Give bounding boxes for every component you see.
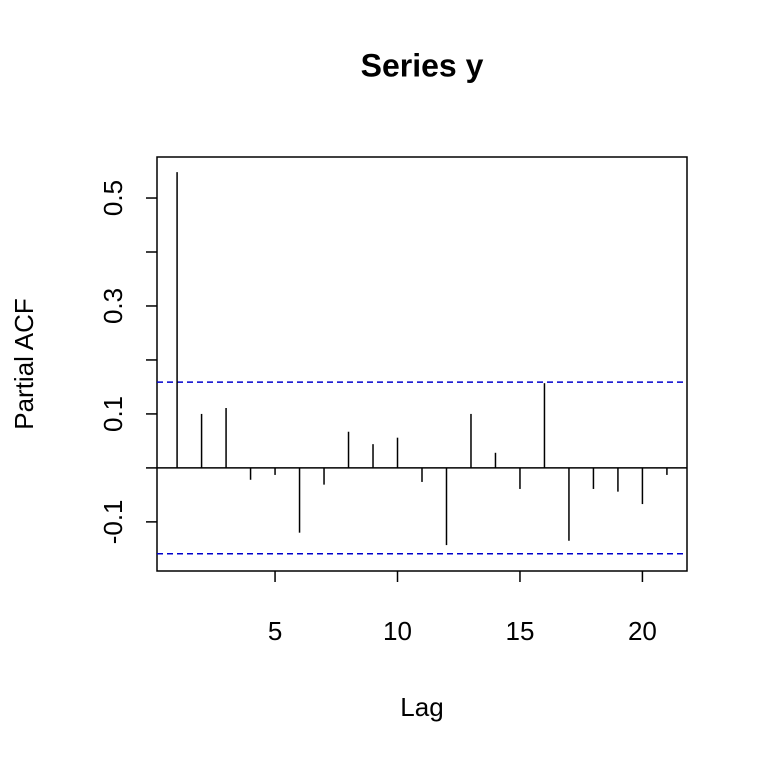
y-axis-label: Partial ACF	[9, 298, 39, 430]
y-tick-label: 0.5	[98, 180, 128, 216]
y-tick-label: -0.1	[98, 499, 128, 544]
x-tick-label: 5	[268, 616, 282, 646]
x-tick-label: 10	[383, 616, 412, 646]
chart-title: Series y	[361, 47, 484, 83]
plot-frame	[156, 156, 688, 572]
x-axis-label: Lag	[400, 692, 443, 722]
y-tick-label: 0.3	[98, 288, 128, 324]
x-tick-label: 20	[628, 616, 657, 646]
x-tick-label: 15	[506, 616, 535, 646]
y-tick-label: 0.1	[98, 396, 128, 432]
